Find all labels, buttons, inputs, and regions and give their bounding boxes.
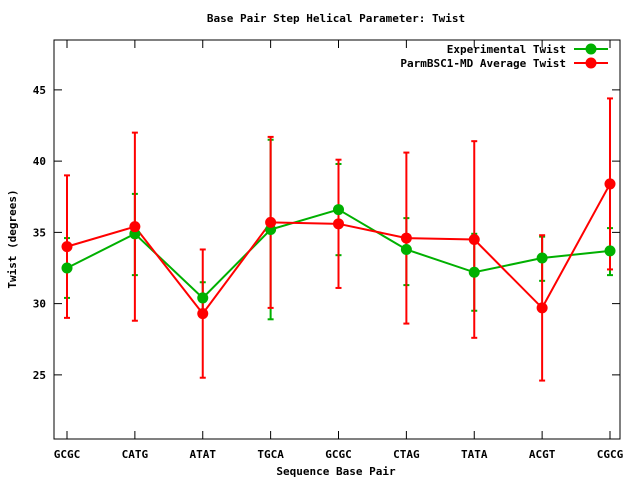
x-tick-label: GCGC (325, 448, 352, 461)
data-point (536, 302, 548, 314)
data-point (61, 262, 73, 274)
data-point (333, 204, 344, 216)
data-point (468, 266, 480, 278)
data-point (604, 245, 616, 257)
data-point (400, 232, 412, 244)
data-point (197, 308, 209, 320)
x-axis-label: Sequence Base Pair (276, 465, 396, 478)
x-tick-label: ACGT (529, 448, 556, 461)
legend-marker (585, 57, 597, 69)
x-tick-label: GCGC (54, 448, 81, 461)
x-tick-label: CGCG (597, 448, 624, 461)
legend-marker (585, 43, 597, 55)
data-point (333, 218, 344, 230)
x-tick-label: TGCA (257, 448, 284, 461)
plot-frame (53, 39, 621, 440)
x-tick-label: CTAG (393, 448, 420, 461)
data-point (265, 216, 277, 228)
legend-label: ParmBSC1-MD Average Twist (400, 57, 566, 70)
y-tick-label: 45 (33, 84, 46, 97)
chart-title: Base Pair Step Helical Parameter: Twist (207, 12, 465, 25)
y-tick-label: 30 (33, 298, 46, 311)
data-point (604, 178, 616, 190)
data-point (197, 292, 209, 304)
x-tick-label: CATG (122, 448, 149, 461)
data-point (400, 243, 412, 255)
data-point (129, 221, 141, 233)
y-tick-label: 25 (33, 369, 46, 382)
y-tick-label: 35 (33, 226, 46, 239)
y-tick-label: 40 (33, 155, 46, 168)
data-point (536, 252, 548, 264)
y-axis-label: Twist (degrees) (6, 189, 19, 288)
legend-label: Experimental Twist (447, 43, 566, 56)
data-point (468, 234, 480, 245)
x-tick-label: TATA (461, 448, 488, 461)
x-tick-label: ATAT (190, 448, 217, 461)
data-point (61, 241, 73, 253)
